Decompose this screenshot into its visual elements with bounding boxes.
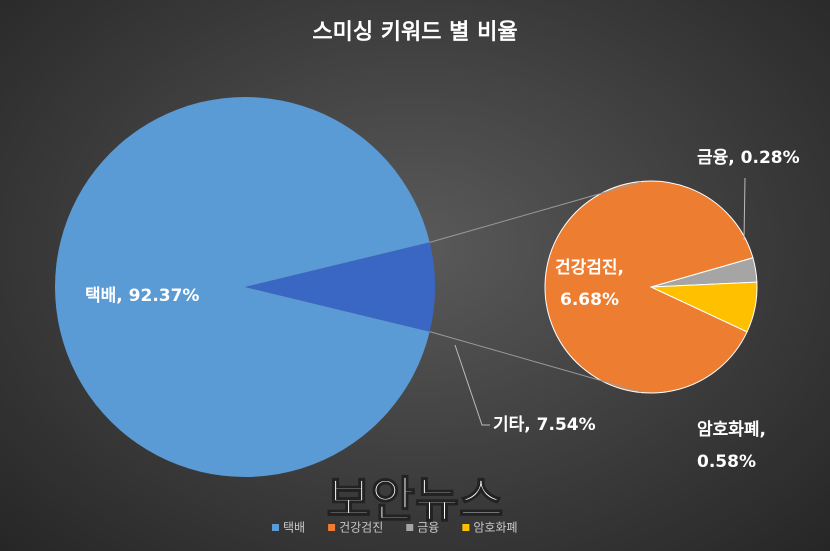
legend-swatch: [328, 524, 336, 531]
pie-slice: [245, 242, 435, 332]
pie-slice: [544, 180, 754, 394]
pie-slice: [55, 97, 430, 477]
legend-label: 암호화폐: [473, 521, 517, 535]
legend-swatch: [406, 524, 414, 531]
data-label: 금융, 0.28%: [697, 148, 800, 168]
data-label: 택배, 92.37%: [85, 286, 200, 306]
data-label: 건강검진, 6.68%: [555, 258, 625, 310]
legend-label: 건강검진: [339, 521, 383, 535]
connector-line: [429, 181, 642, 243]
chart-title: 스미싱 키워드 별 비율: [312, 20, 517, 45]
connector-line: [429, 331, 642, 393]
legend-label: 택배: [283, 521, 305, 535]
data-label: 암호화폐, 0.58%: [697, 420, 767, 472]
watermark: 보안뉴스: [327, 472, 504, 528]
leader-line: [454, 344, 490, 426]
data-label: 기타, 7.54%: [493, 415, 596, 435]
legend-swatch: [272, 524, 279, 531]
legend-label: 금융: [417, 521, 439, 535]
leader-line: [743, 177, 746, 241]
legend-swatch: [462, 524, 470, 531]
